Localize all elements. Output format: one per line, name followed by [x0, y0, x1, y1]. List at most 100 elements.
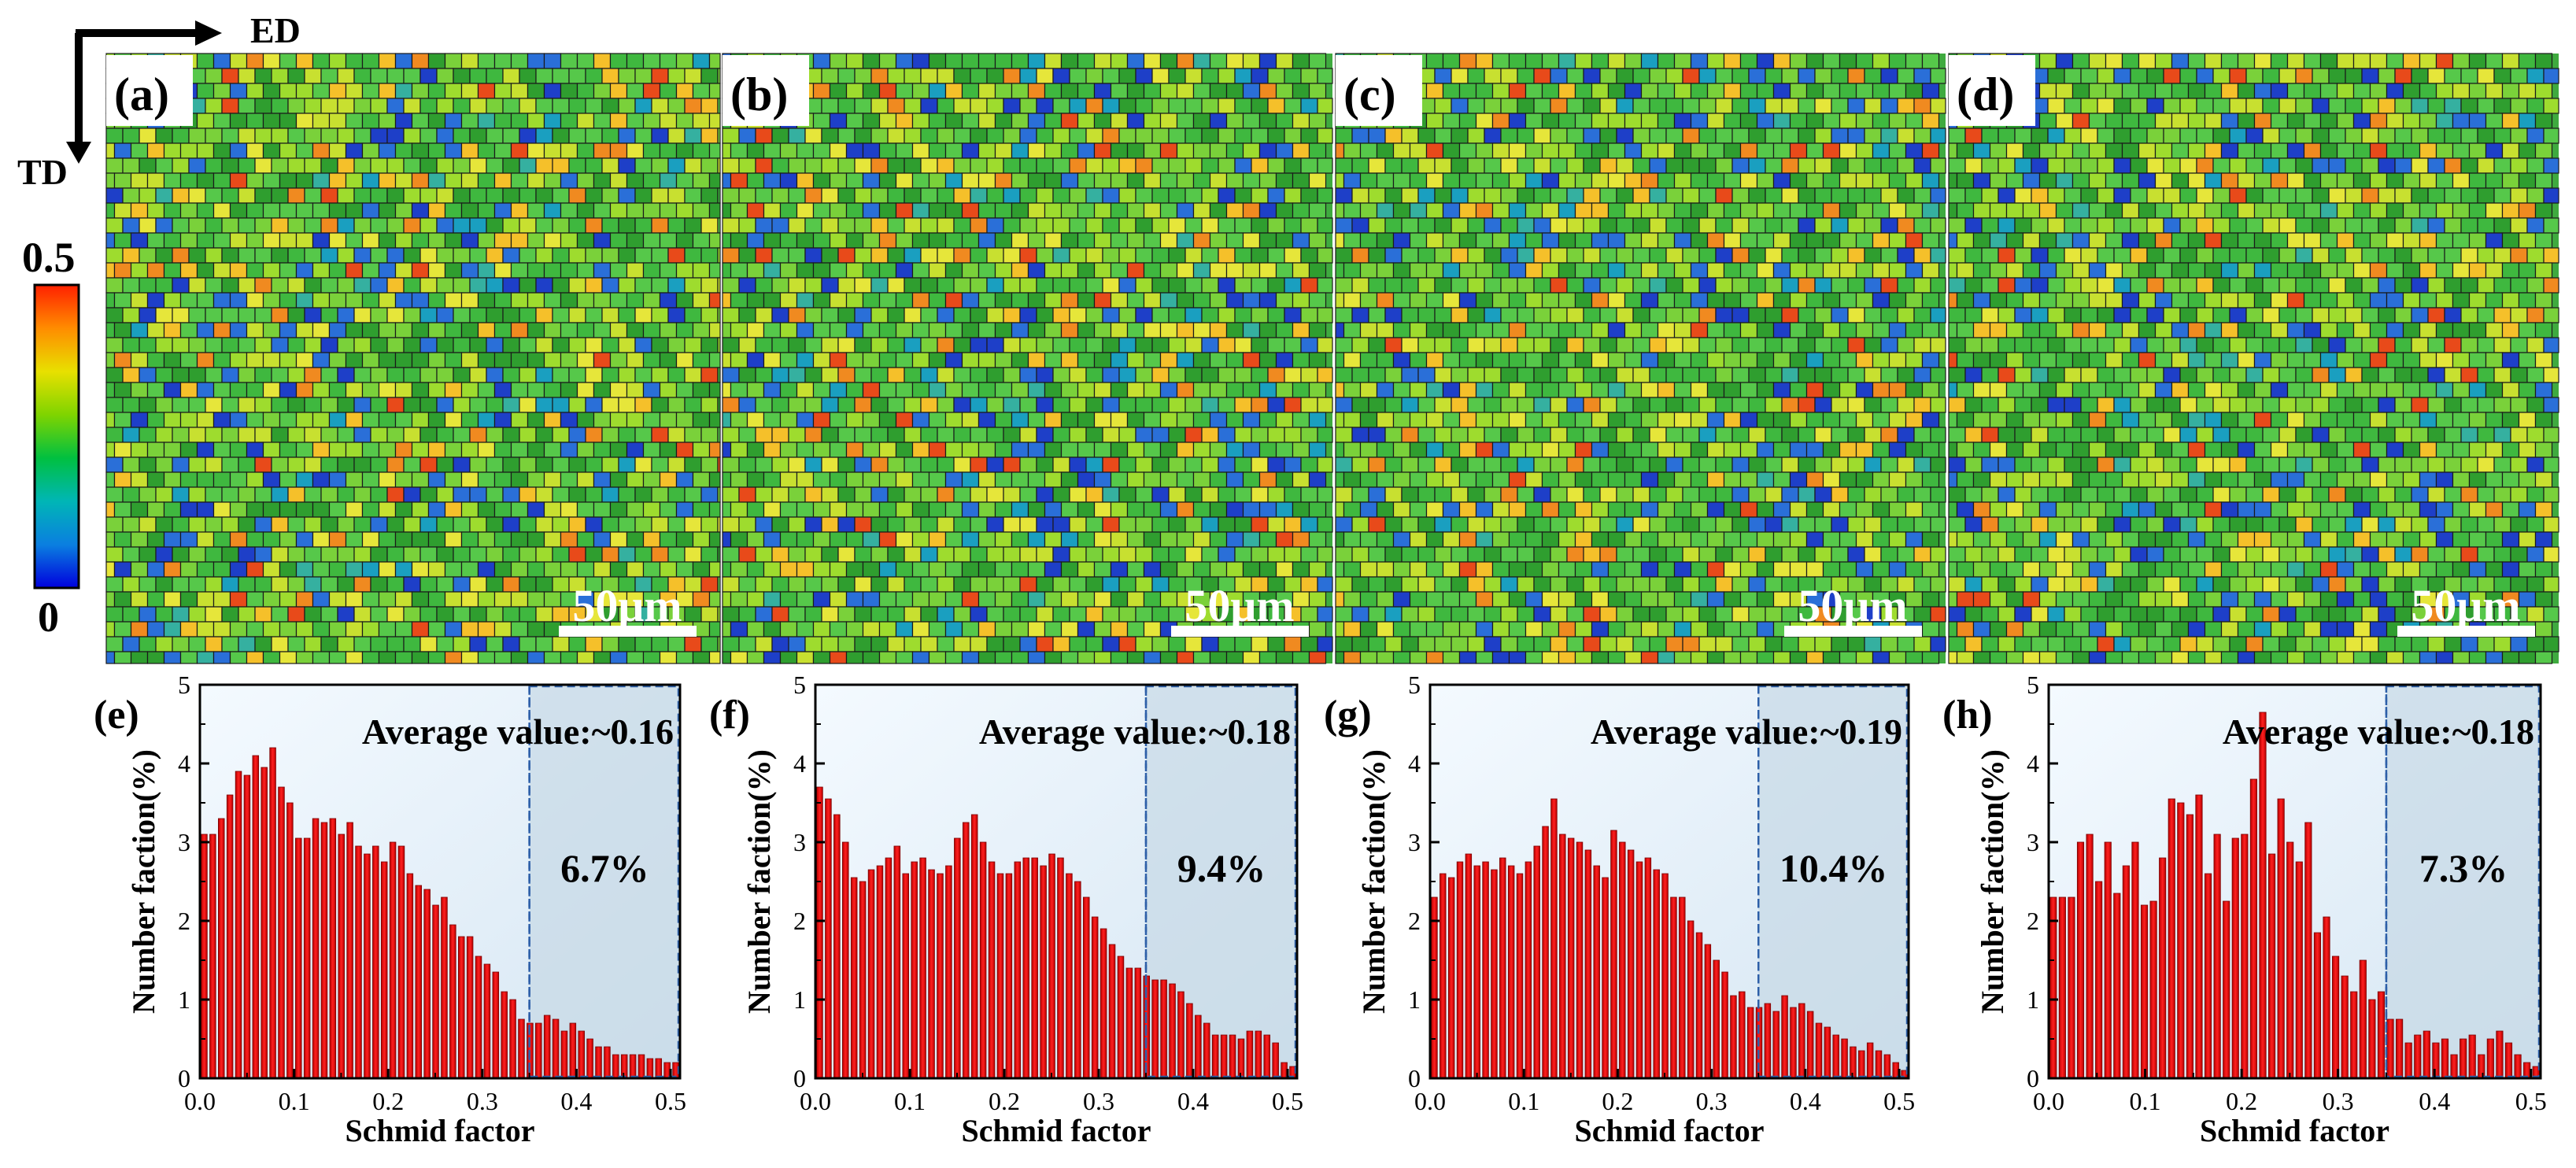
bar — [201, 833, 208, 1079]
bar — [2231, 837, 2239, 1079]
bar — [970, 814, 978, 1079]
bar — [833, 814, 841, 1079]
colorbar-gradient — [33, 283, 80, 590]
y-tick-label: 5 — [1408, 671, 1421, 699]
panel-label: (f) — [709, 693, 750, 737]
bar — [919, 857, 926, 1079]
bar — [1482, 861, 1489, 1079]
bar — [235, 771, 242, 1079]
bar — [535, 1022, 542, 1079]
bar — [1781, 995, 1788, 1079]
scale-bar-label: 50μm — [1798, 580, 1907, 631]
bar — [2213, 833, 2221, 1079]
colorbar-max-label: 0.5 — [22, 234, 76, 281]
bar — [501, 991, 508, 1079]
bar — [996, 873, 1004, 1079]
y-tick-label: 1 — [793, 985, 806, 1014]
bar — [988, 861, 996, 1079]
bar — [2295, 861, 2303, 1079]
bar — [1679, 896, 1686, 1079]
bar — [1491, 869, 1498, 1079]
bar — [1593, 865, 1600, 1079]
high-sf-region — [2386, 685, 2541, 1078]
bar — [1507, 865, 1515, 1079]
bar — [466, 936, 474, 1079]
histogram-f: 0 1 2 3 4 5 0.0 0.1 0.2 0.3 0.4 0.5 Schmid factor Num… — [709, 671, 1303, 1148]
bar — [2049, 896, 2057, 1079]
bar — [1040, 865, 1047, 1079]
bar — [2404, 1042, 2412, 1079]
threshold-box — [2385, 685, 2541, 1078]
bar — [2332, 955, 2340, 1079]
bar — [2076, 841, 2085, 1079]
bar — [1559, 833, 1566, 1079]
bar — [2423, 1030, 2430, 1079]
y-tick-label: 5 — [178, 671, 190, 699]
map-label: (c) — [1343, 68, 1396, 120]
bar — [841, 841, 849, 1079]
bar — [338, 833, 345, 1079]
bar — [2140, 904, 2149, 1079]
bar — [2286, 841, 2294, 1079]
histograms: 0 1 2 3 4 5 0.0 0.1 0.2 0.3 0.4 0.5 Schmid factor Num… — [94, 671, 2547, 1148]
bar — [1091, 916, 1099, 1079]
x-tick-label: 0.3 — [1696, 1087, 1728, 1115]
bar — [397, 845, 405, 1079]
bar — [962, 822, 970, 1079]
bar — [867, 869, 875, 1079]
orientation-map-3: (c) 50μm — [1335, 53, 1946, 664]
bar — [243, 774, 251, 1079]
y-tick-label: 0 — [793, 1064, 806, 1092]
orientation-maps: (a) 50μm (b) 50μm (c) 50μm (d) 50μm — [105, 53, 2559, 664]
y-tick-label: 3 — [1408, 828, 1421, 856]
bar — [1746, 1007, 1754, 1079]
bar — [2514, 1054, 2522, 1079]
bar — [825, 798, 832, 1079]
bar — [1550, 798, 1558, 1079]
bar — [1255, 1030, 1262, 1079]
bar — [509, 999, 516, 1079]
bar — [2104, 841, 2112, 1079]
bar — [543, 1015, 551, 1079]
bar — [1465, 853, 1473, 1079]
bar — [1263, 1034, 1271, 1079]
bar — [885, 857, 893, 1079]
bar — [1883, 1054, 1891, 1079]
x-tick-label: 0.1 — [2130, 1087, 2161, 1115]
threshold-box — [1144, 685, 1297, 1078]
bar — [595, 1046, 602, 1079]
bar — [876, 865, 884, 1079]
bar — [2368, 999, 2376, 1079]
bar — [261, 767, 268, 1079]
bar — [816, 786, 823, 1079]
bar — [1653, 869, 1660, 1079]
y-tick-label: 1 — [2027, 985, 2039, 1014]
bar — [1074, 881, 1081, 1079]
x-tick-label: 0.0 — [184, 1087, 216, 1115]
bar — [355, 845, 362, 1079]
x-tick-label: 0.1 — [894, 1087, 926, 1115]
td-label: TD — [17, 152, 68, 192]
y-tick-label: 5 — [2027, 671, 2039, 699]
bar — [552, 1018, 560, 1079]
y-tick-label: 0 — [1408, 1064, 1421, 1092]
bar — [1516, 873, 1524, 1079]
bar — [209, 833, 216, 1079]
y-tick-label: 4 — [2027, 749, 2039, 778]
bar — [2223, 900, 2230, 1079]
bar — [1670, 896, 1677, 1079]
x-axis-label: Schmid factor — [2200, 1113, 2389, 1148]
bar — [604, 1046, 611, 1079]
bar — [612, 1054, 619, 1079]
x-tick-label: 0.1 — [1508, 1087, 1539, 1115]
bar — [483, 963, 491, 1079]
x-tick-label: 0.4 — [560, 1087, 592, 1115]
bar — [1447, 877, 1455, 1079]
bar — [937, 873, 944, 1079]
percentage-annotation: 6.7% — [560, 846, 649, 890]
bar — [850, 877, 858, 1079]
panel-label: (h) — [1942, 693, 1993, 737]
bar — [1644, 857, 1652, 1079]
bar — [1066, 873, 1073, 1079]
bar — [1246, 1030, 1254, 1079]
